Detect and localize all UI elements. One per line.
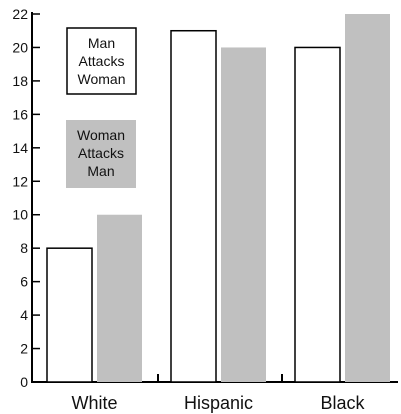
- bars: [46, 14, 390, 383]
- y-tick-label: 2: [20, 341, 28, 357]
- y-tick-label: 16: [12, 106, 28, 122]
- y-axis: 0 2 4 6 8 10 12 14 16 18 20 22: [12, 6, 40, 390]
- x-category-label: White: [71, 393, 117, 413]
- y-tick-label: 6: [20, 274, 28, 290]
- legend-swatch: [66, 27, 137, 95]
- y-tick-label: 0: [20, 374, 28, 390]
- bar-hispanic-man-attacks-woman: [170, 29, 217, 383]
- y-tick-label: 18: [12, 73, 28, 89]
- legend-label: Man: [87, 163, 114, 179]
- y-tick-label: 8: [20, 240, 28, 256]
- legend-label: Attacks: [79, 53, 125, 69]
- legend-label: Man: [88, 35, 115, 51]
- legend-label: Attacks: [78, 145, 124, 161]
- legend-label: Woman: [77, 127, 125, 143]
- bar-hispanic-woman-attacks-man: [221, 47, 266, 383]
- legend-item-man-attacks-woman: Man Attacks Woman: [66, 27, 137, 95]
- y-tick-label: 22: [12, 6, 28, 22]
- bar-black-man-attacks-woman: [294, 46, 341, 383]
- legend-label: Woman: [78, 71, 126, 87]
- legend-item-woman-attacks-man: Woman Attacks Man: [66, 120, 136, 188]
- bar-white-woman-attacks-man: [97, 214, 142, 382]
- x-category-label: Hispanic: [184, 393, 253, 413]
- legend-swatch: [66, 120, 136, 188]
- y-tick-label: 20: [12, 39, 28, 55]
- y-tick-label: 12: [12, 173, 28, 189]
- bar-black-woman-attacks-man: [345, 14, 390, 382]
- y-tick-label: 14: [12, 140, 28, 156]
- legend: Man Attacks Woman Woman Attacks Man: [66, 27, 137, 188]
- x-category-label: Black: [320, 393, 365, 413]
- bar-white-man-attacks-woman: [46, 247, 93, 383]
- y-tick-label: 4: [20, 307, 28, 323]
- y-tick-label: 10: [12, 207, 28, 223]
